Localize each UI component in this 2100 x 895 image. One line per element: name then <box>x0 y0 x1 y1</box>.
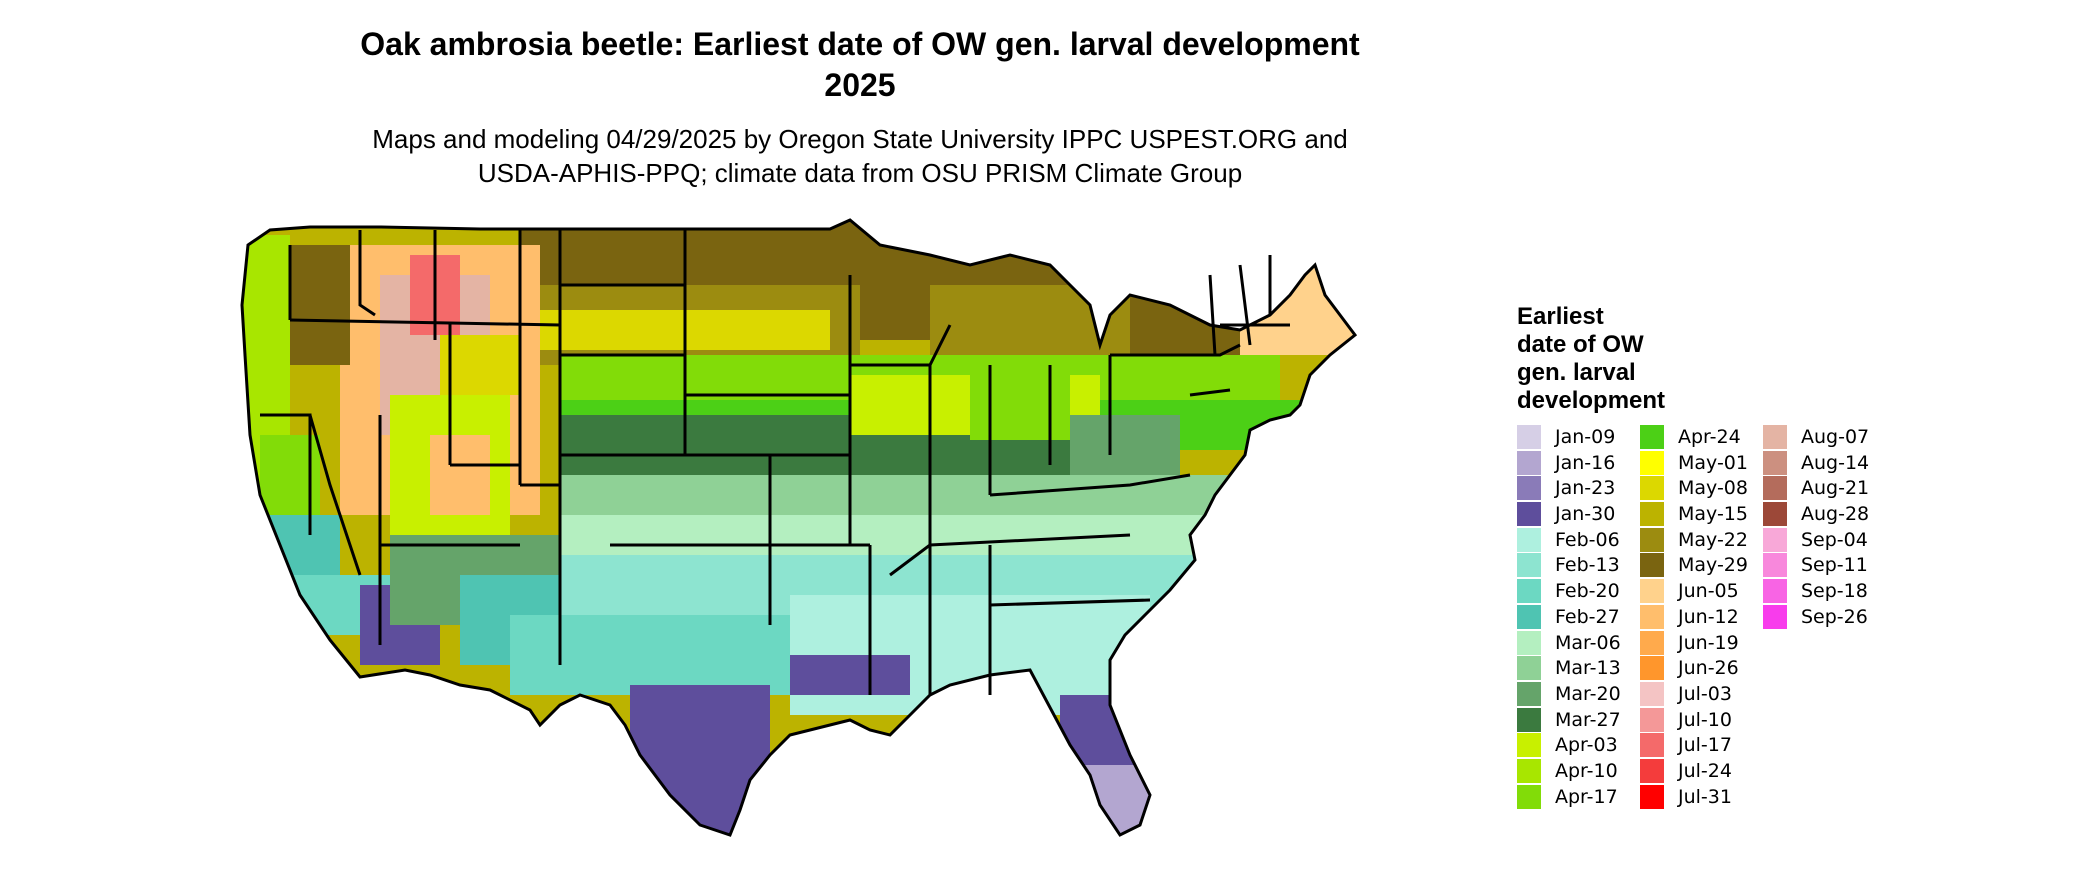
legend-label: Aug-21 <box>1801 477 1870 500</box>
legend-title: Earliest date of OW gen. larval developm… <box>1517 303 1717 415</box>
legend-swatch <box>1517 707 1541 732</box>
us-degree-day-map <box>240 218 1357 837</box>
legend-label: Jul-03 <box>1678 682 1732 705</box>
legend-swatch <box>1640 681 1664 706</box>
legend-swatch <box>1640 450 1664 475</box>
legend-label: May-01 <box>1678 451 1748 474</box>
legend-swatch <box>1640 784 1664 809</box>
legend-label: Jul-17 <box>1678 734 1732 757</box>
legend-swatch <box>1517 758 1541 783</box>
map-color-fill <box>242 220 1355 835</box>
legend-label: Jul-31 <box>1678 785 1732 808</box>
legend-label: Aug-07 <box>1801 426 1870 448</box>
legend-swatch <box>1640 656 1664 681</box>
legend-swatch <box>1763 450 1787 475</box>
legend-label: Feb-27 <box>1555 605 1620 628</box>
legend-swatch <box>1517 553 1541 578</box>
legend-label: Apr-03 <box>1555 734 1618 757</box>
legend-swatch <box>1763 527 1787 552</box>
legend-swatch <box>1640 425 1664 449</box>
legend-label: Jul-24 <box>1678 759 1732 782</box>
legend-label: Mar-06 <box>1555 631 1621 654</box>
legend-swatch <box>1763 502 1787 527</box>
legend-swatch <box>1517 502 1541 527</box>
legend-swatch <box>1640 553 1664 578</box>
legend-swatch <box>1640 707 1664 732</box>
legend-label: Apr-17 <box>1555 785 1618 808</box>
legend-swatch <box>1640 733 1664 758</box>
legend-label: Jun-05 <box>1678 580 1739 603</box>
legend-label: Sep-11 <box>1801 554 1868 577</box>
credits-line-2: USDA-APHIS-PPQ; climate data from OSU PR… <box>477 158 1243 188</box>
legend-swatch <box>1763 425 1787 449</box>
legend-title-line: gen. larval <box>1517 359 1636 386</box>
legend-label: Jun-12 <box>1678 605 1739 628</box>
legend-swatch <box>1640 476 1664 501</box>
legend-swatch <box>1640 604 1664 629</box>
legend-label: May-22 <box>1678 528 1748 551</box>
legend-swatch <box>1517 630 1541 655</box>
map-credits: Maps and modeling 04/29/2025 by Oregon S… <box>190 122 1530 190</box>
legend-label: Jul-10 <box>1678 708 1732 731</box>
legend-swatch <box>1640 579 1664 604</box>
legend-label: Sep-18 <box>1801 580 1868 603</box>
legend-title-line: date of OW <box>1517 331 1644 358</box>
legend-swatch <box>1517 579 1541 604</box>
legend-swatch <box>1517 681 1541 706</box>
legend-label: Apr-10 <box>1555 759 1618 782</box>
legend-label: Feb-13 <box>1555 554 1620 577</box>
legend-swatch <box>1517 450 1541 475</box>
legend-swatch <box>1763 579 1787 604</box>
legend-label: May-29 <box>1678 554 1748 577</box>
legend-label: Feb-20 <box>1555 580 1620 603</box>
legend-swatch <box>1517 784 1541 809</box>
legend-label: Sep-26 <box>1801 605 1868 628</box>
legend-label: Aug-14 <box>1801 451 1870 474</box>
map-title-year: 2025 <box>824 67 896 103</box>
legend-swatch <box>1517 733 1541 758</box>
legend-label: Mar-13 <box>1555 657 1621 680</box>
legend-swatch <box>1640 758 1664 783</box>
legend-swatch <box>1640 630 1664 655</box>
legend-title-line: Earliest <box>1517 303 1604 330</box>
legend-label: Jan-30 <box>1555 503 1616 526</box>
legend-label: Mar-27 <box>1555 708 1621 731</box>
legend-label: Jan-23 <box>1555 477 1616 500</box>
legend-swatch <box>1517 604 1541 629</box>
legend-label: Jun-26 <box>1678 657 1739 680</box>
legend-label: Jun-19 <box>1678 631 1739 654</box>
legend-label: May-15 <box>1678 503 1748 526</box>
legend-swatch <box>1763 476 1787 501</box>
legend-label: Jan-16 <box>1555 451 1616 474</box>
legend-swatch <box>1763 604 1787 629</box>
legend-label: Feb-06 <box>1555 528 1620 551</box>
legend-swatch <box>1763 553 1787 578</box>
legend-title-line: development <box>1517 387 1666 414</box>
legend-label: Mar-20 <box>1555 682 1621 705</box>
legend-swatch <box>1517 656 1541 681</box>
legend-label: Sep-04 <box>1801 528 1868 551</box>
legend-swatch <box>1640 527 1664 552</box>
legend-label: Jan-09 <box>1555 426 1616 448</box>
legend-label: May-08 <box>1678 477 1748 500</box>
legend-swatch <box>1517 527 1541 552</box>
legend-swatch <box>1517 476 1541 501</box>
legend-swatch <box>1517 425 1541 449</box>
credits-line-1: Maps and modeling 04/29/2025 by Oregon S… <box>372 124 1348 154</box>
state-borders <box>240 218 1357 837</box>
map-title-line: Oak ambrosia beetle: Earliest date of OW… <box>360 26 1360 62</box>
legend-swatch <box>1640 502 1664 527</box>
legend-label: Apr-24 <box>1678 426 1741 448</box>
legend-label: Aug-28 <box>1801 503 1870 526</box>
map-title: Oak ambrosia beetle: Earliest date of OW… <box>190 24 1530 106</box>
